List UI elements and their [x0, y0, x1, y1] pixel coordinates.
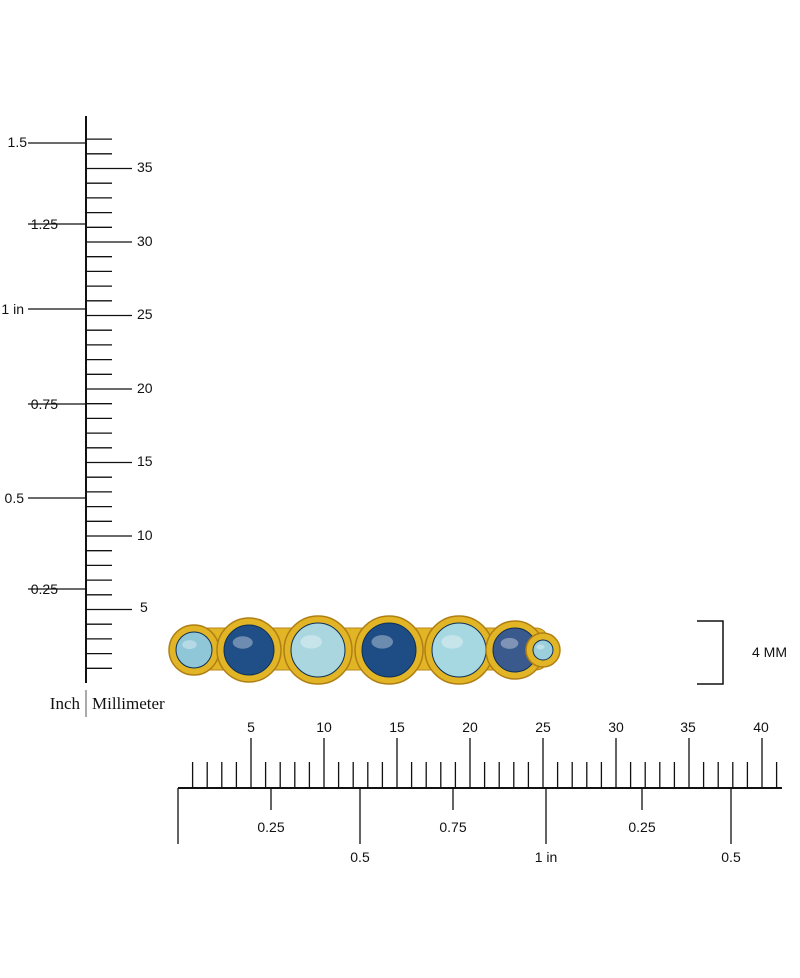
horizontal-ruler: 5 10 15 20 25 30 35 40 0.25 0.75 0.25 0.… — [177, 719, 782, 865]
gemstone-highlight — [300, 635, 323, 649]
h-inch-label-0-25-a: 0.25 — [257, 819, 284, 835]
h-mm-label-40: 40 — [753, 719, 769, 735]
vertical-ruler: 1.5 1.25 1 in 0.75 0.5 0.25 35 30 25 20 … — [1, 116, 165, 717]
h-mm-label-5: 5 — [247, 719, 255, 735]
ring-product-image — [168, 615, 561, 685]
gemstone-highlight — [441, 635, 464, 649]
unit-inch-label: Inch — [50, 694, 81, 713]
gemstone-highlight — [232, 636, 253, 649]
mm-label-15: 15 — [137, 453, 153, 469]
unit-mm-label: Millimeter — [92, 694, 165, 713]
inch-label-0-25: 0.25 — [31, 581, 58, 597]
h-mm-label-20: 20 — [462, 719, 478, 735]
h-mm-label-25: 25 — [535, 719, 551, 735]
h-mm-label-30: 30 — [608, 719, 624, 735]
height-bracket — [697, 620, 724, 685]
horizontal-ruler-ticks — [177, 738, 778, 844]
h-inch-label-1-in: 1 in — [535, 849, 558, 865]
mm-label-20: 20 — [137, 380, 153, 396]
mm-label-10: 10 — [137, 527, 153, 543]
vertical-ruler-ticks — [28, 138, 132, 669]
h-mm-label-10: 10 — [316, 719, 332, 735]
gemstone — [175, 631, 213, 669]
gemstone-highlight — [371, 635, 394, 649]
gemstone — [223, 624, 275, 676]
h-inch-label-0-5-b: 0.5 — [721, 849, 741, 865]
h-inch-label-0-5-a: 0.5 — [350, 849, 370, 865]
gemstone — [290, 622, 346, 678]
inch-label-0-5: 0.5 — [5, 490, 25, 506]
gemstone-highlight — [182, 640, 197, 650]
gemstone-highlight — [536, 644, 545, 650]
gemstone — [532, 639, 554, 661]
inch-label-0-75: 0.75 — [31, 396, 58, 412]
height-label: 4 MM — [752, 644, 787, 660]
inch-label-1-25: 1.25 — [31, 216, 58, 232]
h-mm-label-15: 15 — [389, 719, 405, 735]
mm-label-30: 30 — [137, 233, 153, 249]
ring-stones — [168, 615, 561, 685]
gemstone — [431, 622, 487, 678]
h-mm-label-35: 35 — [680, 719, 696, 735]
gemstone — [361, 622, 417, 678]
inch-label-1-5: 1.5 — [8, 134, 28, 150]
mm-label-5: 5 — [140, 599, 148, 615]
inch-label-1-in: 1 in — [1, 301, 24, 317]
h-inch-label-0-25-b: 0.25 — [628, 819, 655, 835]
mm-label-35: 35 — [137, 159, 153, 175]
gemstone-highlight — [500, 637, 519, 649]
height-marker: 4 MM — [697, 620, 787, 685]
h-inch-label-0-75: 0.75 — [439, 819, 466, 835]
mm-label-25: 25 — [137, 306, 153, 322]
